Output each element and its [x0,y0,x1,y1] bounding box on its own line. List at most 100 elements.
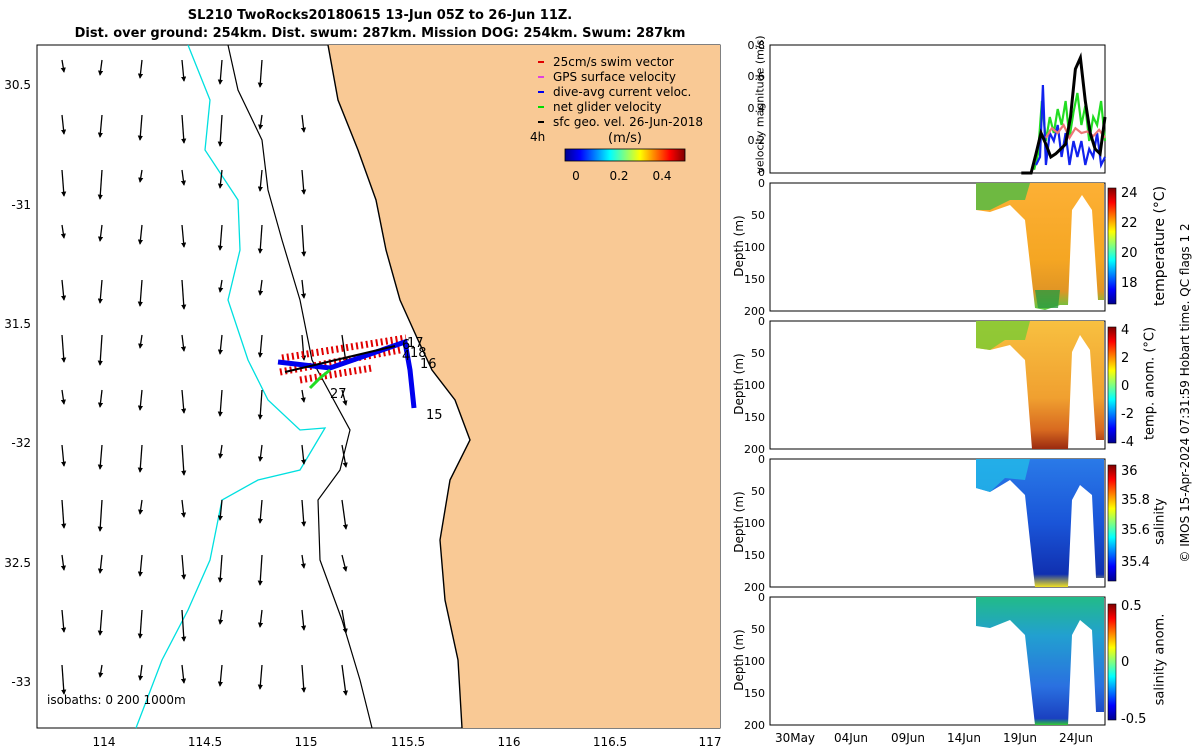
current-arrow [180,664,187,684]
temp-anom-surface-layer [976,321,1030,350]
temperature-colorbar [1107,187,1117,305]
depth-tick: 100 [744,517,765,530]
day-label: 18 [410,346,427,361]
cbar-tick: -0.5 [1121,712,1146,727]
depth-tick: 200 [744,443,765,456]
time-tick: 09Jun [891,731,925,745]
current-arrow [97,334,103,366]
time-tick: 24Jun [1059,731,1093,745]
current-arrow [301,499,307,527]
current-arrow [341,444,348,468]
cbar-tick: -4 [1121,435,1134,450]
depth-tick: 200 [744,719,765,732]
current-arrow [258,114,264,130]
temp-anom-panel [769,320,1106,450]
current-arrow [218,444,224,459]
depth-tick: 150 [744,687,765,700]
sfc-geo-track [284,345,396,373]
series-line-sfc-geo-vel- [1021,52,1107,175]
salinity-anom-colorbar [1107,603,1117,721]
velocity-y-axis: 0 0.2 0.4 0.6 0.8 [748,39,766,179]
temp-anom-field [976,321,1104,449]
current-arrow [60,279,67,301]
current-arrow [218,279,224,293]
current-arrow [300,389,306,403]
current-arrow [137,59,144,79]
cbar-tick: 0 [1121,655,1129,670]
x-tick: 116 [498,735,521,749]
day-label: 27 [330,387,347,402]
current-arrow [180,499,187,518]
current-arrow [300,114,307,133]
current-arrow [138,334,144,349]
depth-tick: 200 [744,305,765,318]
y-tick: -31 [11,198,31,212]
x-tick: 114 [93,735,116,749]
y-tick: 0 [758,166,765,179]
temperature-deep-layer [1035,290,1060,308]
current-vector-field [60,59,349,696]
legend-item: GPS surface velocity [538,70,676,84]
current-arrow [218,609,224,625]
legend-swatch [538,121,544,123]
depth-tick: 150 [744,273,765,286]
salinity-surface-layer [976,459,1030,492]
time-scale-label: 4h [530,130,545,144]
legend-item: sfc geo. vel. 26-Jun-2018 [538,115,703,129]
salinity-anom-cbar-label: salinity anom. [1152,613,1168,706]
current-arrow [341,609,348,634]
salinity-field [976,459,1104,587]
current-arrow [217,334,224,355]
current-arrow [137,389,144,411]
current-arrow [97,389,104,408]
time-tick: 30May [775,731,815,745]
current-arrow [61,444,67,467]
depth-axes: 0501001502000501001502000501001502000501… [744,177,765,732]
current-arrow [60,59,66,73]
land [328,45,720,728]
time-tick: 14Jun [947,731,981,745]
legend-swatch [538,91,544,93]
current-arrow [257,224,263,254]
current-arrow [301,664,307,693]
x-tick: 117 [699,735,722,749]
current-arrow [61,334,67,363]
current-arrow [97,444,103,470]
current-arrow [181,444,187,476]
depth-tick: 100 [744,241,765,254]
time-tick: 19Jun [1003,731,1037,745]
current-arrow [97,499,103,532]
depth-tick: 150 [744,411,765,424]
current-arrow [217,114,223,147]
x-tick: 114.5 [188,735,222,749]
day-label: 15 [426,408,443,423]
cbar-tick: 35.4 [1121,555,1150,570]
current-arrow [180,169,187,186]
current-arrow [98,664,104,678]
salinity-anom-panel [769,596,1106,726]
current-arrow [97,59,104,76]
current-arrow [217,499,224,521]
y-tick: 0.8 [748,39,766,52]
current-arrow [300,609,307,631]
current-arrow [60,114,67,135]
temp-anom-cbar-label: temp. anom. (°C) [1142,326,1158,441]
current-arrow [138,169,144,183]
legend-item: dive-avg current veloc. [538,85,691,99]
cbar-tick: 2 [1121,351,1129,366]
current-arrow [60,554,67,571]
isobath-200m [227,44,373,729]
current-arrow [137,554,143,577]
map-legend: 25cm/s swim vector GPS surface velocity … [530,55,703,183]
y-tick: 0.6 [748,70,766,83]
temperature-cbar-label: temperature (°C) [1152,185,1168,306]
current-arrow [181,554,187,580]
current-arrow [300,554,306,569]
salinity-anom-field [976,597,1104,725]
colorbar-tick: 0.4 [652,169,671,183]
current-arrow [181,279,187,310]
y-tick: 0.2 [748,134,766,147]
current-arrow [217,664,223,687]
current-arrow [257,279,264,296]
